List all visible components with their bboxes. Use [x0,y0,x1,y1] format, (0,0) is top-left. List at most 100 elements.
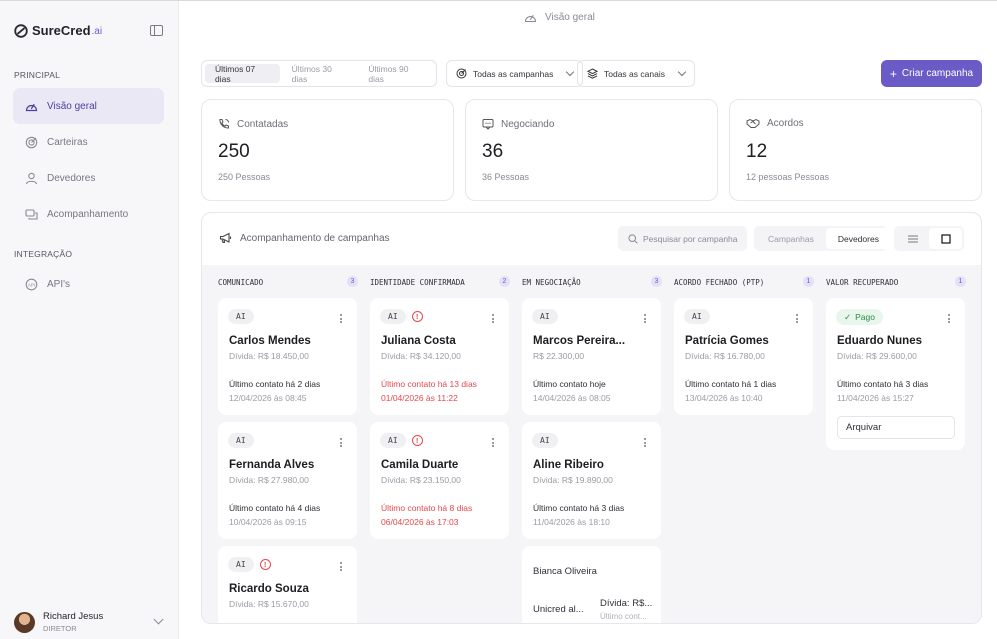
debtor-name: Ricardo Souza [229,583,309,595]
stat-sub: 36 Pessoas [482,172,530,182]
stat-label: Contatadas [237,118,289,130]
card-tags: AI [228,309,254,324]
debt-amount: Dívida: R$ 16.780,00 [685,351,765,361]
stat-value: 12 [746,141,768,162]
chevron-down-icon[interactable] [153,614,164,625]
square-icon [940,233,951,244]
avatar [14,611,35,633]
stat-label: Negociando [501,118,555,130]
board-title: Acompanhamento de campanhas [219,232,390,244]
debtor-name: Carlos Mendes [229,335,311,347]
debtor-card[interactable]: AI Aline Ribeiro Dívida: R$ 19.890,00 Últim… [522,422,661,539]
sidebar-collapse-icon[interactable] [150,25,163,36]
stat-value: 36 [482,141,504,162]
card-tags: AI! [380,309,423,324]
campaign-dropdown[interactable]: Todas as campanhas [446,60,584,87]
sidebar-item-acompanhamento[interactable]: Acompanhamento [13,196,164,232]
last-contact: Último contato há 2 dias [229,379,321,389]
sidebar-item-visao-geral[interactable]: Visão geral [13,88,164,124]
ai-badge: AI [684,309,710,324]
stat-card-acordos: Acordos 12 12 pessoas Pessoas [729,99,982,201]
section-title-principal: PRINCIPAL [14,70,61,80]
chat-icon [25,208,38,221]
period-7-days[interactable]: Últimos 07 dias [205,64,280,84]
section-title-integracao: INTEGRAÇÃO [14,249,73,259]
sidebar-item-devedores[interactable]: Devedores [13,160,164,196]
card-tags: AI [532,433,558,448]
search-input[interactable]: Pesquisar por campanha [618,226,747,251]
card-tags: AI [684,309,710,324]
debtor-name: Eduardo Nunes [837,335,922,347]
ai-badge: AI [228,309,254,324]
more-options-icon[interactable] [644,314,646,323]
debtor-card[interactable]: ✓ Pago Eduardo Nunes Dívida: R$ 29.600,00 Úl… [826,298,965,450]
period-90-days[interactable]: Últimos 90 dias [368,63,409,84]
message-icon [482,119,494,130]
tab-devedores[interactable]: Devedores [825,228,891,249]
more-options-icon[interactable] [492,314,494,323]
card-tags: AI! [228,557,271,572]
ai-badge: AI [532,433,558,448]
period-30-days[interactable]: Últimos 30 dias [291,63,332,84]
debtor-card[interactable]: AI! Juliana Costa Dívida: R$ 34.120,00 Últi… [370,298,509,415]
more-options-icon[interactable] [340,562,342,571]
debtor-card[interactable]: AI! Camila Duarte Dívida: R$ 23.150,00 Últi… [370,422,509,539]
create-campaign-button[interactable]: + Criar campanha [881,60,982,87]
more-options-icon[interactable] [492,438,494,447]
debtor-card[interactable]: AI Marcos Pereira... R$ 22.300,00 Último co… [522,298,661,415]
sidebar-item-label: Acompanhamento [47,208,129,220]
more-options-icon[interactable] [948,314,950,323]
column-title: IDENTIDADE CONFIRMADA [370,277,465,287]
column-title: ACORDO FECHADO (PTP) [674,277,765,287]
column-count-badge: 1 [803,276,814,287]
sidebar-item-apis[interactable]: API API's [13,266,164,302]
list-icon [907,235,918,242]
archive-button[interactable]: Arquivar [837,416,955,439]
search-placeholder: Pesquisar por campanha [643,233,738,244]
last-contact: Último contato há 3 dias [837,379,929,389]
channel-dropdown[interactable]: Todas as canais [577,60,695,87]
brand-logo[interactable]: SureCred .ai [14,23,102,38]
ai-badge: AI [228,557,254,572]
paid-badge-label: Pago [855,312,875,322]
last-contact-date: 11/04/2026 às 18:10 [533,517,610,527]
handshake-icon [746,118,760,128]
card-tags: AI [532,309,558,324]
megaphone-icon [219,232,232,244]
debtor-card[interactable]: AI Carlos Mendes Dívida: R$ 18.450,00 Últim… [218,298,357,415]
more-options-icon[interactable] [340,438,342,447]
stat-card-negociando: Negociando 36 36 Pessoas [465,99,718,201]
period-filter: Últimos 07 dias Últimos 30 dias Últimos … [201,60,437,87]
debtor-name: Marcos Pereira... [533,335,626,347]
card-tags: AI! [380,433,423,448]
user-profile[interactable]: Richard Jesus DIRETOR [14,610,164,634]
kanban-view-button[interactable] [929,228,962,249]
list-view-button[interactable] [896,228,929,249]
api-icon: API [25,278,38,291]
more-options-icon[interactable] [796,314,798,323]
create-campaign-label: Criar campanha [901,68,974,79]
alert-icon: ! [411,435,423,446]
stat-card-contatadas: Contatadas 250 250 Pessoas [201,99,454,201]
stat-label: Acordos [767,118,804,129]
debtor-name: Patrícia Gomes [685,335,769,347]
more-options-icon[interactable] [644,438,646,447]
sidebar-item-label: API's [47,278,71,290]
sidebar-item-carteiras[interactable]: Carteiras [13,124,164,160]
board-title-text: Acompanhamento de campanhas [240,232,390,244]
debtor-card[interactable]: AI! Ricardo Souza Dívida: R$ 15.670,00 [218,546,357,623]
tab-campanhas[interactable]: Campanhas [768,233,814,244]
debtor-name: Fernanda Alves [229,459,315,471]
stat-sub: 12 pessoas Pessoas [746,172,830,182]
more-options-icon[interactable] [340,314,342,323]
debt-amount: Dívida: R$ 29.600,00 [837,351,917,361]
last-contact: Último contato hoje [533,379,606,389]
paid-badge: ✓ Pago [836,309,883,325]
last-contact-date: 11/04/2026 às 15:27 [837,393,914,403]
debtor-card[interactable]: AI Patrícia Gomes Dívida: R$ 16.780,00 Últi… [674,298,813,415]
card-tags: ✓ Pago [836,309,883,325]
debtor-card[interactable]: Bianca Oliveira Unicred al... Dívida: R$..… [522,546,661,623]
chevron-down-icon [677,67,687,77]
debt-amount: Dívida: R$ 34.120,00 [381,351,461,361]
debtor-card[interactable]: AI Fernanda Alves Dívida: R$ 27.980,00 Últi… [218,422,357,539]
